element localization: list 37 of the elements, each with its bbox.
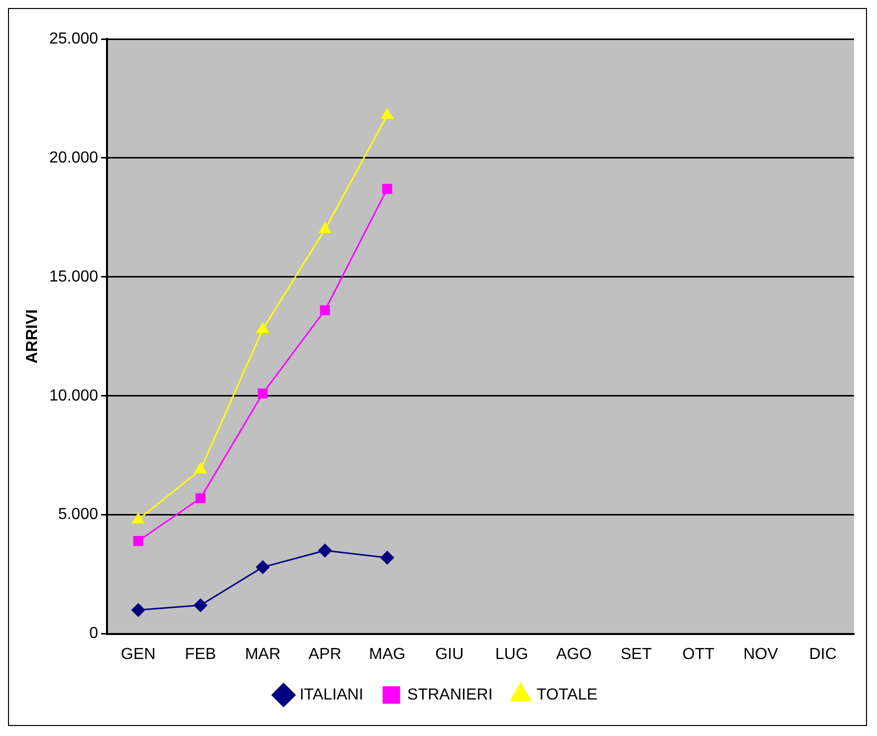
point [382,184,392,194]
point [132,512,144,524]
y-tick-label: 0 [89,625,98,642]
point [132,603,146,617]
legend-label: TOTALE [536,686,598,704]
x-tick-label: GIU [435,646,464,663]
y-tick-label: 25.000 [49,30,98,48]
x-tick-label: OTT [682,646,715,663]
point [258,388,268,398]
point [318,544,332,558]
point [381,108,394,119]
legend-label: ITALIANI [300,686,364,704]
point [380,550,394,564]
point [319,222,331,234]
point [194,598,208,612]
point [196,493,206,504]
y-tick-label: 20.000 [49,149,98,166]
y-axis-title: ARRIVI [24,309,42,364]
legend-label: STRANIERI [407,686,493,704]
x-tick-label: SET [620,646,652,663]
point [256,322,269,334]
x-tick-label: AGO [556,646,592,663]
point [194,462,206,474]
x-tick-label: GEN [120,646,156,663]
point [256,560,270,574]
x-tick-label: NOV [743,646,778,663]
y-tick-label: 5.000 [58,506,98,524]
point [320,305,330,316]
point [133,536,144,546]
x-tick-label: FEB [184,646,216,663]
x-tick-label: LUG [495,646,528,663]
x-tick-label: DIC [809,646,837,663]
y-tick-label: 10.000 [49,387,98,404]
x-tick-label: MAR [244,646,281,663]
x-tick-label: APR [308,646,342,663]
x-tick-label: MAG [368,646,406,663]
y-tick-label: 15.000 [49,268,98,286]
